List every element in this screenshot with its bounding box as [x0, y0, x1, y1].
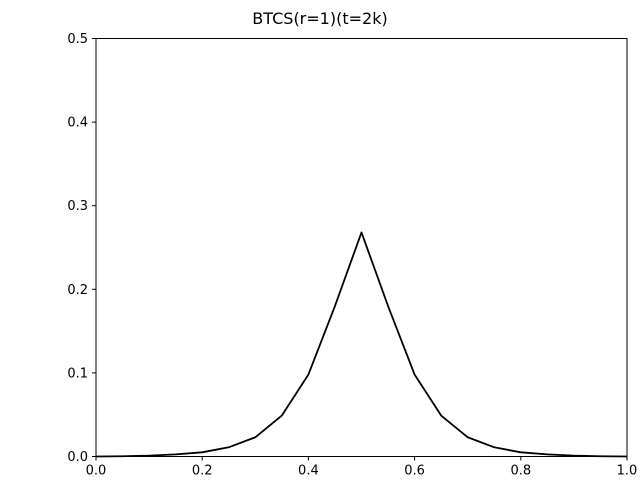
x-tick-label: 0.0 [86, 464, 107, 479]
y-tick-label: 0.3 [67, 199, 88, 214]
series-layer [95, 231, 628, 458]
x-axis-ticks: 0.0 0.2 0.4 0.6 0.8 1.0 [86, 456, 638, 479]
y-tick-label: 0.1 [67, 366, 88, 381]
x-tick-label: 0.4 [298, 464, 319, 479]
x-tick-label: 0.8 [510, 464, 531, 479]
y-tick-label: 0.2 [67, 283, 88, 298]
series-line [95, 231, 628, 458]
y-tick-label: 0.4 [67, 116, 88, 131]
chart-title: BTCS(r=1)(t=2k) [252, 9, 387, 28]
plot-frame [95, 38, 628, 457]
x-tick-label: 1.0 [617, 464, 638, 479]
x-tick-label: 0.2 [192, 464, 213, 479]
y-tick-label: 0.5 [67, 32, 88, 47]
x-tick-label: 0.6 [404, 464, 425, 479]
y-axis-ticks: 0.0 0.1 0.2 0.3 0.4 0.5 [67, 32, 96, 465]
y-tick-label: 0.0 [67, 450, 88, 465]
